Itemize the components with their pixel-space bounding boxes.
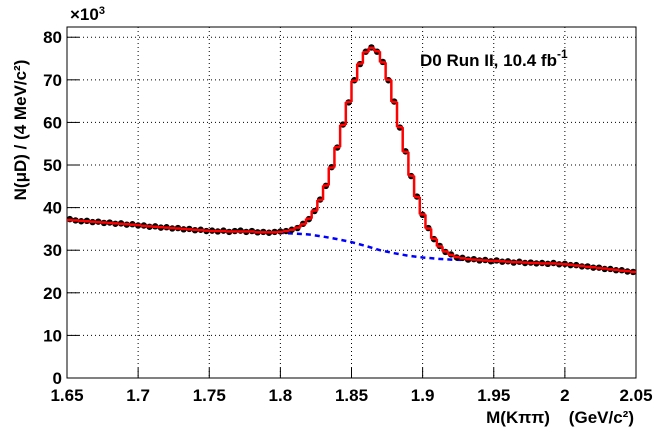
x-tick-label: 1.7 bbox=[126, 386, 150, 405]
x-tick-label: 2.05 bbox=[619, 386, 652, 405]
y-axis-label: N(μD) / (4 MeV/c²) bbox=[11, 60, 30, 201]
y-tick-label: 80 bbox=[43, 28, 62, 47]
background-fit bbox=[251, 231, 494, 263]
x-tick-label: 1.85 bbox=[335, 386, 368, 405]
x-tick-label: 1.8 bbox=[269, 386, 293, 405]
y-tick-label: 0 bbox=[53, 369, 62, 388]
x-tick-label: 2 bbox=[560, 386, 569, 405]
plot-frame bbox=[66, 26, 637, 379]
x-tick-label: 1.75 bbox=[193, 386, 226, 405]
y-tick-label: 60 bbox=[43, 113, 62, 132]
y-tick-label: 50 bbox=[43, 156, 62, 175]
x-tick-label: 1.9 bbox=[411, 386, 435, 405]
x-axis-label: M(Kππ) (GeV/c²) bbox=[486, 408, 634, 427]
annotation: D0 Run II, 10.4 fb-1 bbox=[420, 47, 568, 70]
x-tick-label: 1.65 bbox=[50, 386, 83, 405]
y-multiplier: ×103 bbox=[70, 5, 105, 24]
y-tick-label: 70 bbox=[43, 71, 62, 90]
x-tick-label: 1.95 bbox=[477, 386, 510, 405]
y-tick-label: 40 bbox=[43, 199, 62, 218]
y-tick-label: 30 bbox=[43, 241, 62, 260]
y-tick-label: 20 bbox=[43, 284, 62, 303]
y-tick-label: 10 bbox=[43, 326, 62, 345]
